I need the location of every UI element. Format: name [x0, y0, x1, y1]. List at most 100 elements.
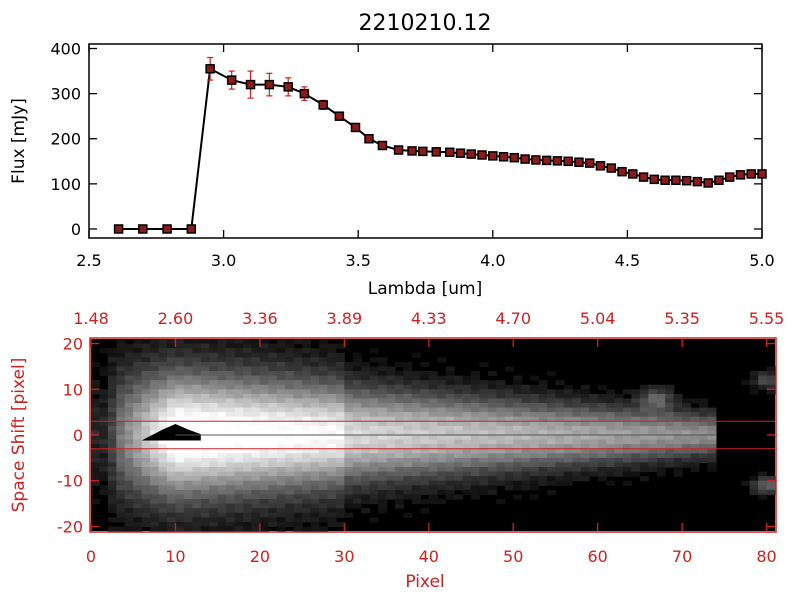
data-point [692, 176, 703, 187]
image-pixel [175, 412, 185, 418]
image-pixel [395, 462, 405, 468]
image-pixel [462, 476, 472, 482]
image-pixel [572, 453, 582, 459]
image-pixel [513, 435, 523, 441]
image-pixel [335, 462, 345, 468]
image-pixel [310, 499, 320, 505]
image-pixel [411, 375, 421, 381]
image-pixel [234, 435, 244, 441]
image-pixel [496, 389, 506, 395]
image-pixel [107, 357, 117, 363]
image-pixel [268, 384, 278, 390]
image-pixel [209, 398, 219, 404]
image-pixel [335, 403, 345, 409]
image-pixel [606, 435, 616, 441]
image-pixel [395, 403, 405, 409]
image-pixel [285, 352, 295, 358]
image-pixel [209, 375, 219, 381]
image-pixel [606, 403, 616, 409]
image-pixel [192, 462, 202, 468]
image-pixel [513, 457, 523, 464]
image-pixel [462, 403, 472, 409]
image-pixel [513, 375, 523, 381]
image-pixel [124, 435, 134, 441]
image-pixel [268, 371, 278, 377]
image-pixel [361, 435, 371, 441]
image-pixel [530, 435, 540, 441]
image-pixel [217, 430, 227, 436]
image-pixel [369, 416, 379, 422]
image-pixel [251, 425, 261, 432]
image-x-tick-label: 50 [503, 547, 523, 566]
image-pixel [276, 371, 286, 377]
image-pixel [563, 439, 573, 445]
image-pixel [327, 476, 337, 482]
image-pixel [259, 453, 269, 459]
image-y-tick-label: 10 [63, 380, 83, 399]
image-pixel [555, 430, 565, 436]
image-pixel [183, 457, 193, 464]
image-pixel [344, 485, 354, 491]
image-pixel [344, 439, 354, 445]
image-pixel [344, 398, 354, 404]
image-pixel [538, 467, 548, 473]
image-pixel [200, 384, 210, 390]
image-pixel [91, 380, 101, 386]
image-pixel [386, 366, 396, 372]
image-pixel [285, 512, 295, 518]
image-pixel [631, 457, 641, 464]
image-pixel [259, 471, 269, 477]
image-pixel [378, 503, 388, 509]
image-pixel [437, 499, 447, 505]
image-pixel [648, 448, 658, 454]
image-pixel [589, 467, 599, 473]
spectrum-y-tick-label: 100 [50, 175, 81, 194]
image-pixel [648, 416, 658, 422]
image-pixel [471, 471, 481, 477]
image-pixel [572, 398, 582, 404]
image-pixel [420, 471, 430, 477]
image-pixel [150, 366, 160, 372]
image-pixel [403, 462, 413, 468]
image-pixel [150, 375, 160, 381]
image-pixel [268, 489, 278, 496]
image-pixel [192, 403, 202, 409]
image-pixel [116, 508, 126, 514]
image-pixel [344, 489, 354, 496]
image-pixel [285, 480, 295, 486]
image-pixel [107, 416, 117, 422]
image-pixel [133, 526, 143, 532]
image-pixel [614, 448, 624, 454]
image-pixel [344, 416, 354, 422]
image-pixel [107, 476, 117, 482]
image-pixel [192, 467, 202, 473]
image-pixel [116, 453, 126, 459]
image-pixel [496, 457, 506, 464]
image-pixel [192, 453, 202, 459]
image-pixel [445, 384, 455, 390]
image-pixel [420, 467, 430, 473]
image-pixel [352, 375, 362, 381]
image-pixel [200, 512, 210, 518]
image-pixel [335, 457, 345, 464]
image-pixel [682, 403, 692, 409]
image-pixel [99, 485, 109, 491]
image-pixel [395, 384, 405, 390]
image-pixel [243, 366, 253, 372]
image-pixel [335, 521, 345, 528]
image-pixel [428, 462, 438, 468]
image-pixel [183, 352, 193, 358]
image-pixel [656, 389, 666, 395]
image-top-tick-label: 4.70 [495, 309, 531, 328]
image-pixel [183, 421, 193, 427]
image-pixel [352, 407, 362, 413]
image-pixel [310, 476, 320, 482]
image-pixel [471, 480, 481, 486]
image-pixel [344, 421, 354, 427]
image-pixel [133, 508, 143, 514]
image-pixel [285, 471, 295, 477]
image-pixel [513, 453, 523, 459]
image-pixel [183, 357, 193, 363]
image-pixel [285, 421, 295, 427]
